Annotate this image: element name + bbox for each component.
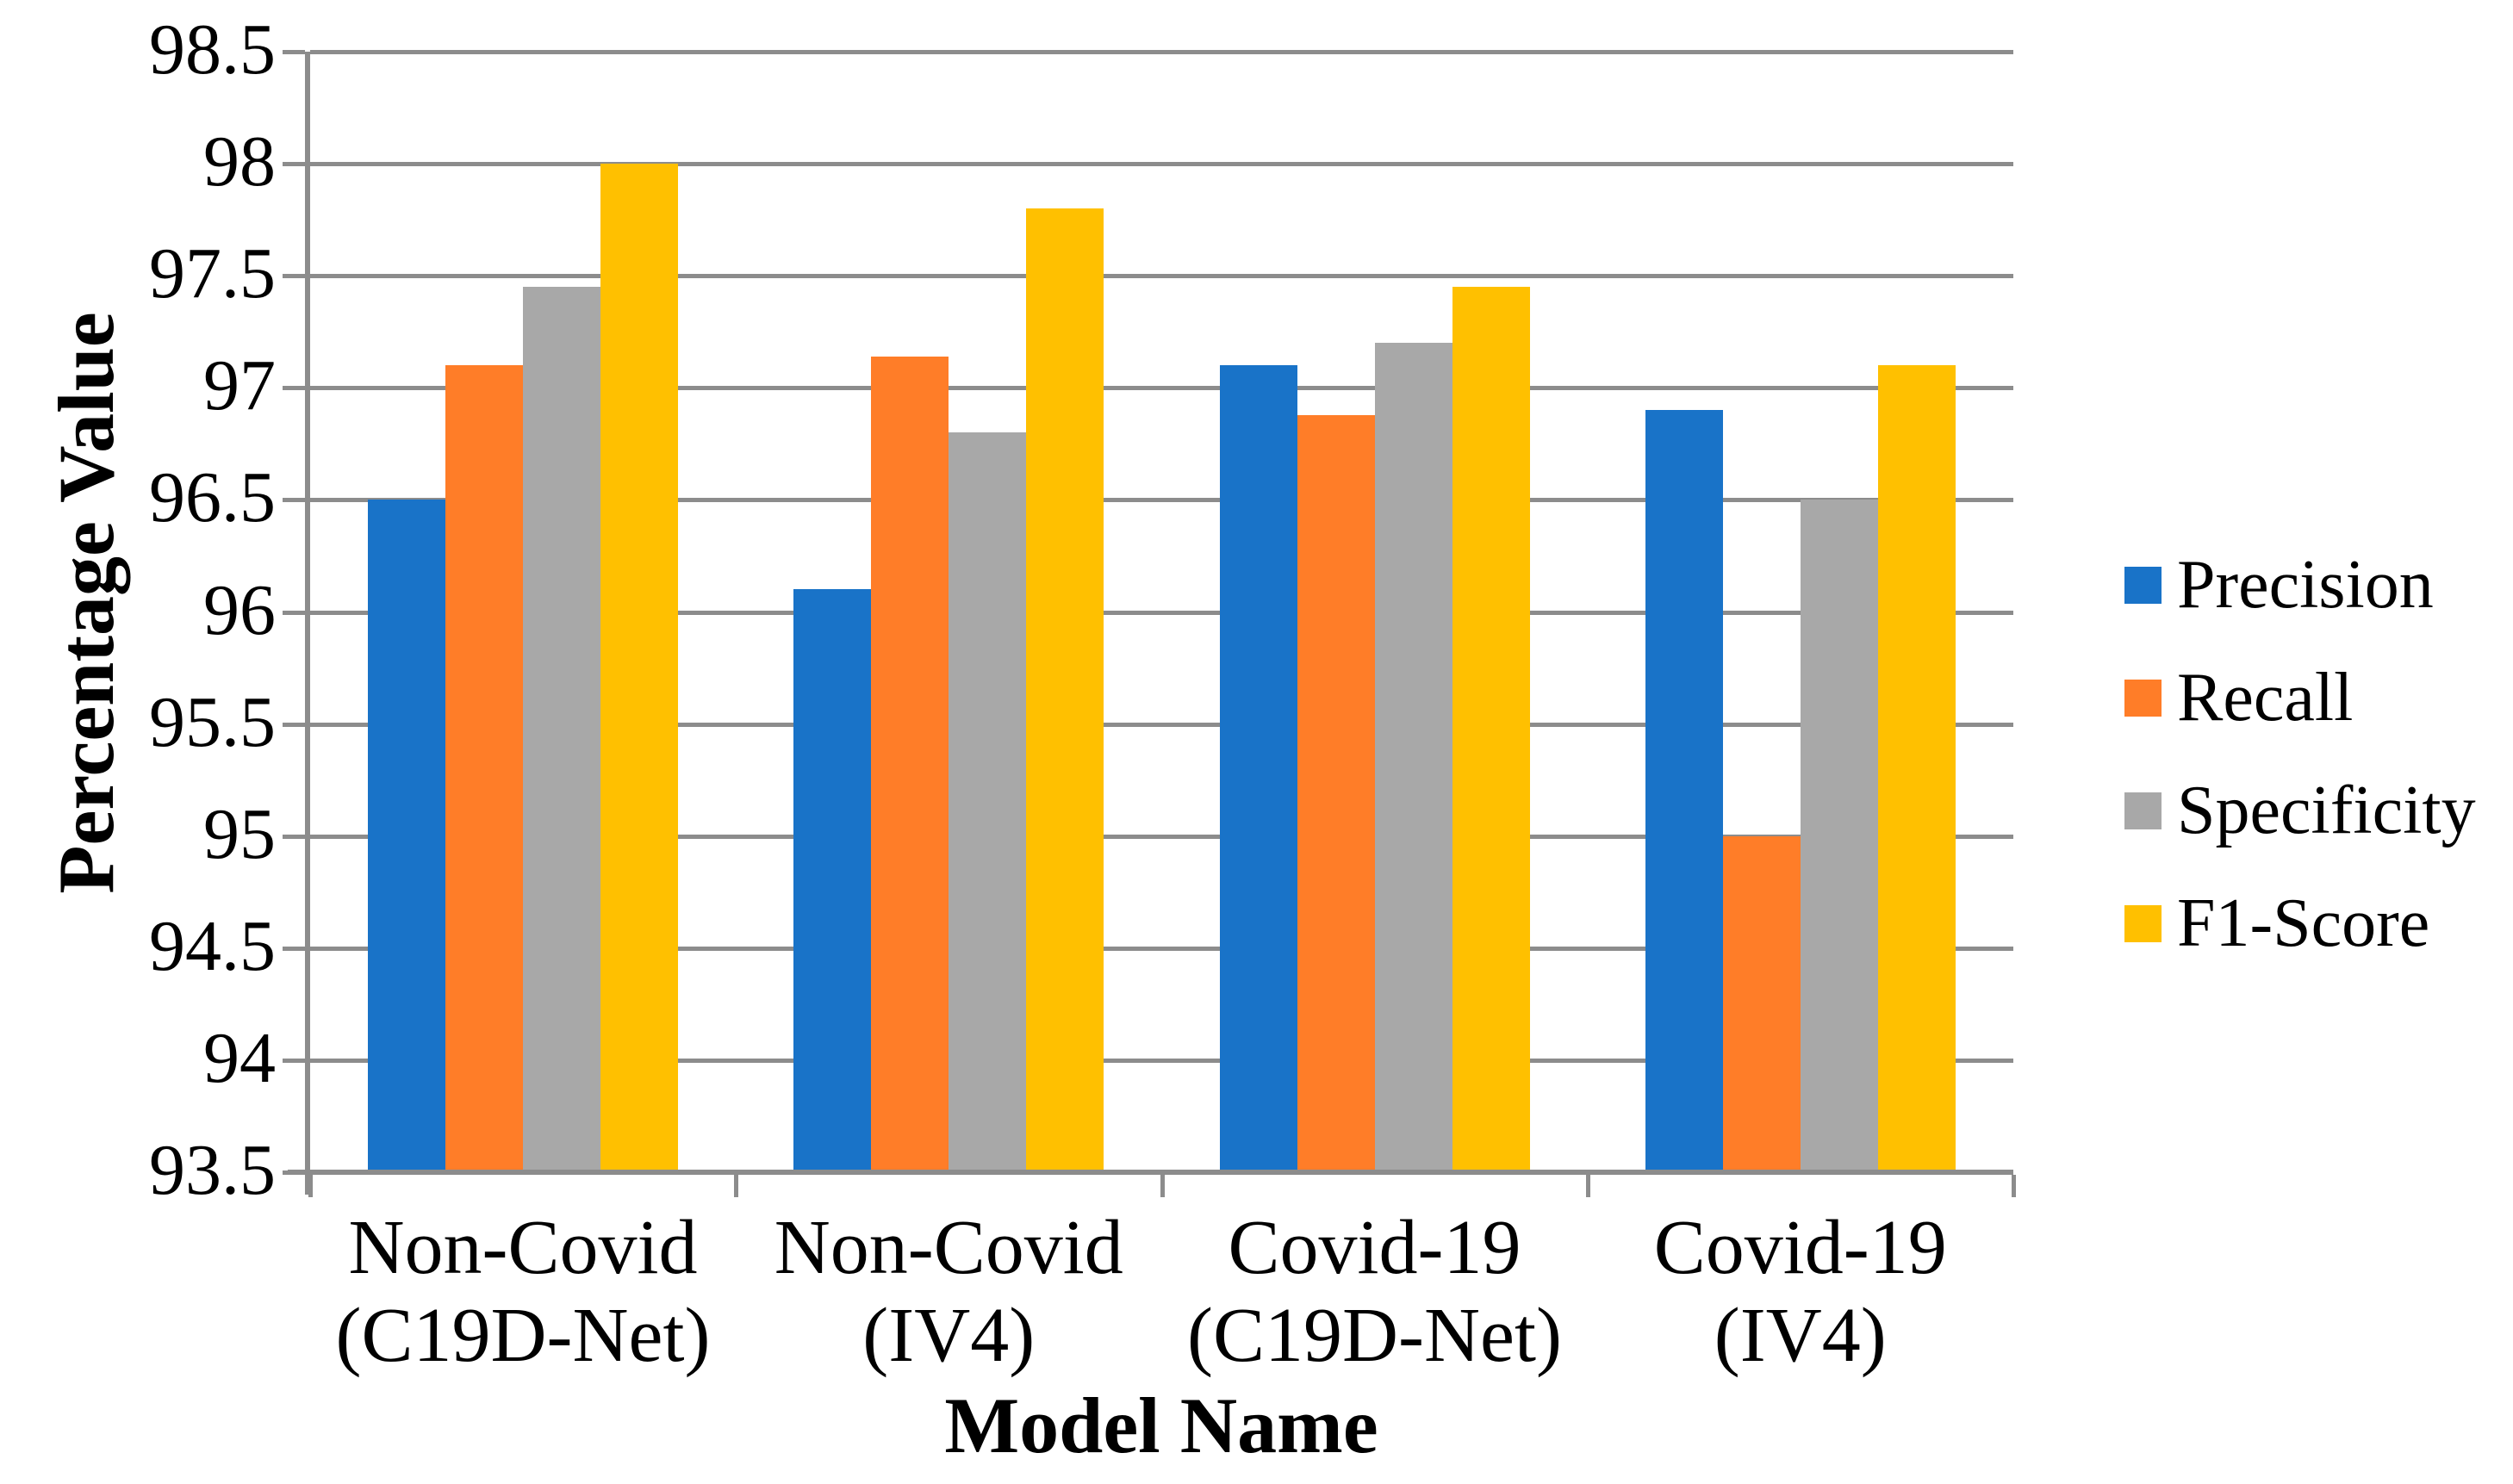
y-tick-label: 95.5 — [149, 681, 276, 762]
y-axis-line — [305, 52, 310, 1195]
y-tick-mark — [283, 386, 305, 391]
bar-specificity-4 — [1800, 500, 1878, 1172]
category-label-line1: Covid-19 — [1653, 1205, 1947, 1290]
legend-item-f1-score: F1-Score — [2124, 889, 2429, 958]
y-tick-mark — [283, 50, 305, 54]
gridline — [310, 610, 2013, 615]
category-label-line2: (IV4) — [1714, 1293, 1887, 1378]
x-tick-mark — [308, 1175, 313, 1197]
category-label-line1: Non-Covid — [774, 1205, 1123, 1290]
bar-f1-score-1 — [600, 164, 679, 1172]
category-label: Covid-19 (IV4) — [1588, 1204, 2013, 1380]
legend-item-specificity: Specificity — [2124, 776, 2476, 845]
bar-recall-1 — [445, 365, 524, 1172]
category-label: Non-Covid (IV4) — [736, 1204, 1161, 1380]
x-tick-mark — [1160, 1175, 1165, 1197]
gridline — [310, 498, 2013, 503]
x-axis-title: Model Name — [944, 1382, 1378, 1469]
bar-f1-score-2 — [1026, 208, 1104, 1172]
legend-swatch-icon — [2124, 904, 2162, 942]
gridline — [310, 946, 2013, 951]
category-label-line1: Non-Covid — [348, 1205, 698, 1290]
y-tick-mark — [283, 162, 305, 167]
y-tick-label: 96 — [203, 569, 276, 650]
bar-recall-3 — [1297, 414, 1375, 1172]
x-tick-mark — [2012, 1175, 2016, 1197]
y-tick-label: 96.5 — [149, 457, 276, 538]
legend-item-recall: Recall — [2124, 663, 2353, 732]
x-tick-mark — [1585, 1175, 1590, 1197]
y-tick-mark — [283, 722, 305, 727]
bar-recall-2 — [871, 356, 949, 1172]
y-tick-mark — [283, 1170, 305, 1175]
bar-precision-2 — [793, 589, 872, 1172]
bar-precision-1 — [368, 500, 446, 1172]
bar-precision-4 — [1645, 410, 1723, 1172]
category-label-line2: (C19D-Net) — [1187, 1293, 1562, 1378]
legend-swatch-icon — [2124, 566, 2162, 604]
gridline — [310, 386, 2013, 391]
legend-swatch-icon — [2124, 679, 2162, 717]
y-tick-label: 94 — [203, 1017, 276, 1098]
bar-recall-4 — [1722, 835, 1801, 1172]
y-tick-label: 94.5 — [149, 905, 276, 986]
y-tick-label: 95 — [203, 793, 276, 874]
category-label-line2: (IV4) — [862, 1293, 1036, 1378]
gridline — [310, 834, 2013, 839]
gridline — [310, 50, 2013, 54]
bar-precision-3 — [1219, 365, 1297, 1172]
bar-specificity-3 — [1374, 343, 1452, 1172]
y-tick-mark — [283, 610, 305, 615]
y-tick-label: 97 — [203, 345, 276, 426]
bar-f1-score-4 — [1877, 365, 1956, 1172]
legend-swatch-icon — [2124, 792, 2162, 829]
legend-label: F1-Score — [2177, 885, 2430, 961]
y-tick-label: 98.5 — [149, 9, 276, 90]
legend-label: Precision — [2177, 547, 2434, 623]
y-tick-label: 97.5 — [149, 233, 276, 314]
y-tick-mark — [283, 834, 305, 839]
legend-label: Recall — [2177, 660, 2354, 736]
y-tick-mark — [283, 274, 305, 279]
y-tick-label: 93.5 — [149, 1130, 276, 1210]
bar-specificity-2 — [949, 432, 1027, 1172]
gridline — [310, 162, 2013, 167]
y-tick-mark — [283, 498, 305, 503]
y-tick-label: 98 — [203, 121, 276, 202]
gridline — [310, 722, 2013, 727]
y-axis-title: Percentage Value — [42, 312, 130, 894]
legend-label: Specificity — [2177, 773, 2476, 848]
plot-area — [310, 50, 2013, 1172]
x-tick-mark — [734, 1175, 739, 1197]
x-axis-line — [288, 1170, 2013, 1175]
gridline — [310, 1058, 2013, 1063]
category-label-line1: Covid-19 — [1228, 1205, 1521, 1290]
category-label: Covid-19 (C19D-Net) — [1162, 1204, 1588, 1380]
y-tick-mark — [283, 1058, 305, 1063]
gridline — [310, 274, 2013, 279]
y-tick-mark — [283, 946, 305, 951]
category-label: Non-Covid (C19D-Net) — [310, 1204, 736, 1380]
bar-f1-score-3 — [1452, 287, 1530, 1172]
legend-item-precision: Precision — [2124, 550, 2434, 619]
bar-specificity-1 — [523, 287, 601, 1172]
category-label-line2: (C19D-Net) — [335, 1293, 711, 1378]
